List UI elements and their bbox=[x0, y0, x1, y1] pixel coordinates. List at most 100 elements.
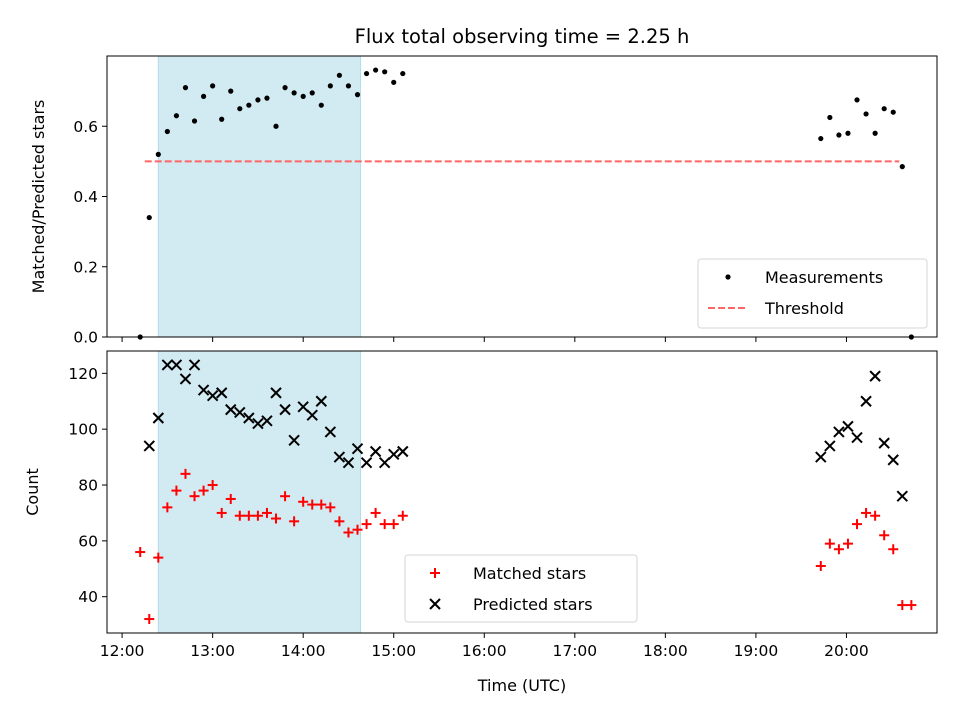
measurement-point bbox=[300, 93, 306, 99]
predicted-stars-point bbox=[315, 395, 327, 407]
measurement-point bbox=[191, 118, 198, 124]
measurement-point bbox=[255, 97, 261, 103]
matched-stars-point bbox=[298, 496, 309, 507]
predicted-stars-point bbox=[215, 387, 228, 399]
measurement-point bbox=[210, 83, 216, 89]
matched-stars-legend-glyph bbox=[430, 568, 440, 578]
predicted-stars-point bbox=[206, 389, 219, 402]
predicted-stars-point bbox=[279, 403, 291, 416]
measurement-point bbox=[246, 102, 252, 108]
measurement-point bbox=[228, 88, 234, 94]
matched-stars-point bbox=[888, 544, 899, 555]
predicted-stars-point bbox=[896, 490, 908, 502]
legend-label-threshold: Threshold bbox=[764, 299, 844, 318]
count-x-tick-label: 18:00 bbox=[643, 642, 688, 660]
ratio-y-tick-label: 0.4 bbox=[73, 188, 98, 206]
measurement-point bbox=[363, 70, 370, 77]
predicted-stars-point bbox=[261, 415, 273, 427]
matched-stars-point bbox=[180, 468, 191, 479]
matched-stars-point bbox=[189, 491, 200, 502]
count-y-axis-label: Count bbox=[23, 468, 42, 516]
measurements-series bbox=[137, 67, 914, 340]
predicted-stars-point bbox=[342, 456, 355, 469]
measurement-point bbox=[863, 111, 869, 117]
matched-stars-point bbox=[271, 513, 282, 524]
measurement-point bbox=[400, 70, 406, 77]
observing-interval-shade bbox=[157, 55, 362, 338]
count-x-ticks: 12:00 13:00 14:00 15:00 16:00 17:00 18:00 19:00… bbox=[100, 633, 869, 660]
predicted-stars-point bbox=[378, 456, 391, 469]
predicted-stars-point bbox=[351, 443, 364, 455]
measurement-point bbox=[827, 114, 833, 121]
predicted-stars-point bbox=[333, 451, 346, 463]
measurement-point bbox=[845, 130, 851, 136]
matched-stars-point bbox=[216, 507, 227, 518]
predicted-stars-point bbox=[297, 401, 309, 413]
ratio-legend-box bbox=[697, 258, 928, 329]
predicted-stars-point bbox=[288, 434, 300, 447]
measurement-point bbox=[291, 90, 297, 96]
predicted-stars-point bbox=[860, 395, 872, 407]
chart-title: Flux total observing time = 2.25 h bbox=[355, 25, 690, 48]
predicted-stars-point bbox=[143, 440, 155, 452]
predicted-stars-point bbox=[824, 440, 836, 452]
measurement-point bbox=[854, 97, 860, 103]
measurement-point bbox=[200, 93, 207, 99]
predicted-stars-point bbox=[388, 448, 400, 461]
matched-stars-point bbox=[906, 600, 917, 611]
measurement-point bbox=[309, 90, 315, 96]
measurement-point bbox=[345, 83, 352, 89]
predicted-stars-point bbox=[179, 373, 192, 385]
measurement-point bbox=[336, 72, 342, 78]
matched-stars-point bbox=[852, 519, 863, 530]
count-x-tick-label: 14:00 bbox=[281, 642, 326, 660]
matched-stars-point bbox=[325, 502, 336, 513]
count-x-tick-label: 12:00 bbox=[100, 642, 145, 660]
predicted-stars-point bbox=[270, 387, 282, 399]
count-panel: 40 60 80 100 120 12:00 13:00 14:00 15:00 16:00 17… bbox=[23, 350, 938, 695]
matched-stars-point bbox=[861, 507, 872, 518]
matched-stars-point bbox=[316, 499, 327, 510]
measurement-point bbox=[164, 128, 170, 135]
matched-stars-point bbox=[879, 530, 890, 541]
predicted-stars-point bbox=[878, 437, 890, 449]
matched-stars-point bbox=[361, 519, 372, 530]
ratio-y-tick-label: 0.0 bbox=[73, 329, 98, 347]
matched-stars-point bbox=[343, 527, 354, 538]
predicted-stars-point bbox=[188, 359, 201, 371]
count-y-ticks: 40 60 80 100 120 bbox=[68, 365, 107, 606]
predicted-stars-legend-glyph bbox=[429, 598, 441, 610]
predicted-stars-series bbox=[143, 359, 908, 502]
count-x-tick-label: 15:00 bbox=[371, 642, 416, 660]
measurement-point bbox=[237, 106, 243, 112]
count-x-tick-label: 16:00 bbox=[462, 642, 507, 660]
count-x-tick-label: 17:00 bbox=[552, 642, 597, 660]
measurement-point bbox=[219, 116, 225, 122]
matched-stars-point bbox=[252, 510, 263, 521]
measurement-point bbox=[391, 79, 397, 85]
predicted-stars-point bbox=[887, 454, 899, 466]
matched-stars-point bbox=[135, 547, 146, 558]
predicted-stars-point bbox=[815, 451, 827, 463]
count-legend: Matched stars Predicted stars bbox=[404, 554, 638, 623]
predicted-stars-point bbox=[869, 370, 881, 382]
measurement-point bbox=[872, 130, 878, 136]
measurement-point bbox=[327, 83, 333, 89]
matched-stars-point bbox=[171, 485, 182, 496]
observing-interval-shade bbox=[157, 350, 362, 634]
x-axis-label: Time (UTC) bbox=[477, 676, 566, 695]
measurement-point bbox=[155, 151, 161, 157]
predicted-stars-point bbox=[360, 456, 373, 469]
count-x-tick-label: 13:00 bbox=[190, 642, 235, 660]
measurement-point bbox=[373, 67, 379, 73]
predicted-stars-point bbox=[152, 412, 165, 424]
predicted-stars-point bbox=[197, 384, 210, 396]
ratio-x-ticks bbox=[121, 337, 847, 342]
matched-stars-point bbox=[815, 560, 826, 571]
count-y-tick-label: 100 bbox=[68, 421, 98, 439]
matched-stars-point bbox=[225, 493, 236, 504]
matched-stars-point bbox=[897, 600, 908, 611]
measurement-point bbox=[264, 95, 270, 101]
legend-label-measurements: Measurements bbox=[765, 268, 883, 287]
